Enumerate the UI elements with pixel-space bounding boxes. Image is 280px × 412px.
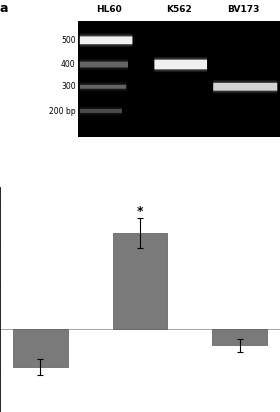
Text: K562: K562 <box>166 5 192 14</box>
Text: 200 bp: 200 bp <box>49 107 76 116</box>
Text: HL60: HL60 <box>96 5 122 14</box>
Text: 300: 300 <box>61 82 76 91</box>
Text: *: * <box>137 205 143 218</box>
Text: a: a <box>0 2 8 15</box>
Bar <box>212 329 267 345</box>
Text: 500: 500 <box>61 36 76 45</box>
Text: 400: 400 <box>61 61 76 69</box>
Bar <box>13 329 68 367</box>
Text: BV173: BV173 <box>228 5 260 14</box>
Bar <box>113 233 167 329</box>
